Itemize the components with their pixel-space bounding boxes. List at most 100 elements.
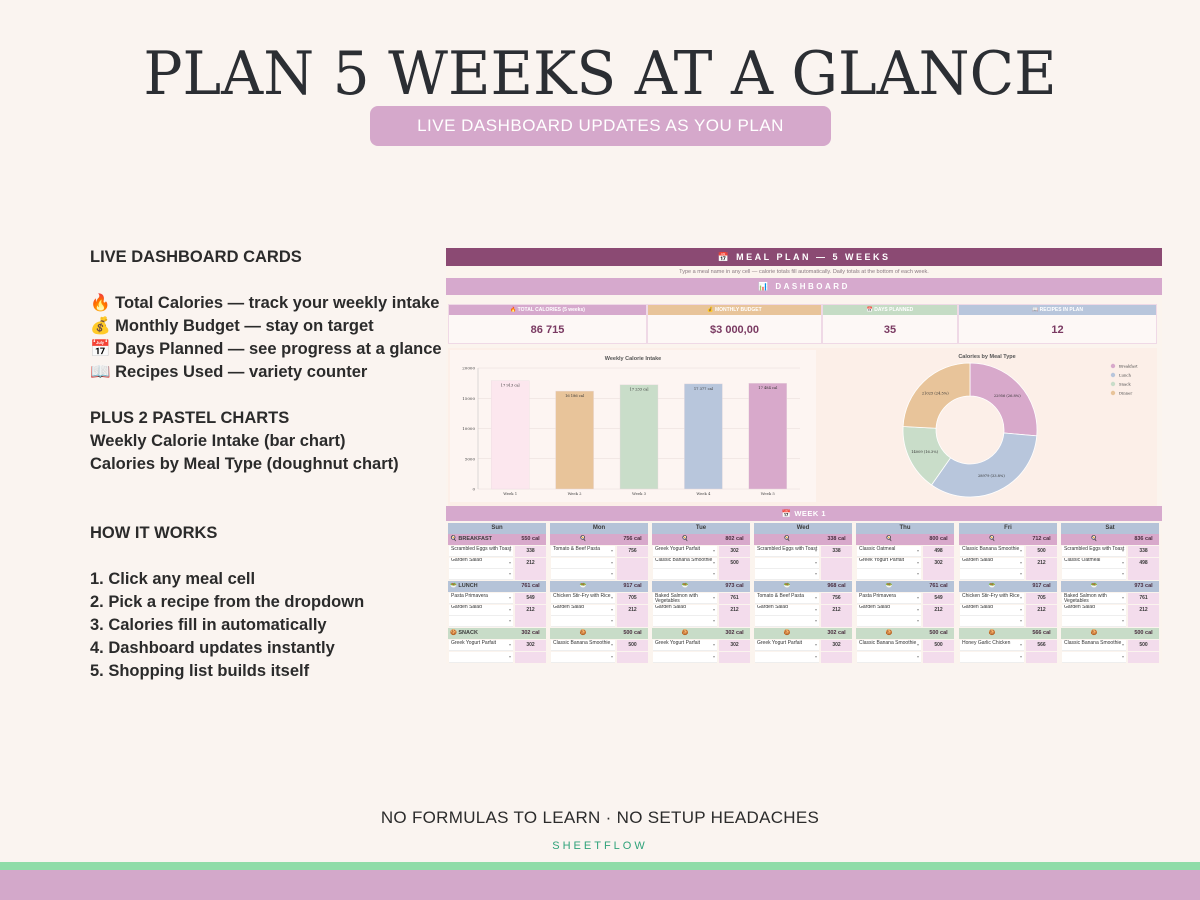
meal-dropdown[interactable] bbox=[755, 651, 819, 663]
meal-dropdown[interactable] bbox=[755, 616, 819, 627]
meal-dropdown[interactable] bbox=[857, 569, 921, 580]
meal-row[interactable]: Garden Salad212 bbox=[652, 604, 750, 616]
meal-dropdown[interactable]: Classic Oatmeal bbox=[1062, 557, 1126, 569]
meal-dropdown[interactable]: Chicken Stir-Fry with Rice bbox=[960, 593, 1024, 604]
meal-dropdown[interactable] bbox=[960, 651, 1024, 663]
meal-dropdown[interactable]: Greek Yogurt Parfait bbox=[653, 546, 717, 557]
meal-row[interactable] bbox=[448, 569, 546, 580]
meal-dropdown[interactable]: Garden Salad bbox=[960, 557, 1024, 569]
meal-dropdown[interactable] bbox=[755, 569, 819, 580]
meal-row[interactable]: Garden Salad212 bbox=[959, 557, 1057, 569]
meal-row[interactable]: Scrambled Eggs with Toast338 bbox=[448, 546, 546, 557]
meal-row[interactable]: Pasta Primavera549 bbox=[856, 593, 954, 604]
meal-row[interactable] bbox=[754, 616, 852, 627]
meal-row[interactable] bbox=[550, 651, 648, 663]
meal-dropdown[interactable]: Garden Salad bbox=[755, 604, 819, 616]
meal-dropdown[interactable]: Baked Salmon with Vegetables bbox=[653, 593, 717, 604]
meal-row[interactable]: Chicken Stir-Fry with Rice705 bbox=[550, 593, 648, 604]
meal-row[interactable]: Honey Garlic Chicken566 bbox=[959, 640, 1057, 651]
meal-row[interactable] bbox=[754, 569, 852, 580]
meal-dropdown[interactable] bbox=[857, 616, 921, 627]
meal-row[interactable] bbox=[652, 616, 750, 627]
meal-dropdown[interactable]: Classic Banana Smoothie bbox=[653, 557, 717, 569]
meal-row[interactable] bbox=[1061, 651, 1159, 663]
meal-dropdown[interactable] bbox=[449, 616, 513, 627]
meal-row[interactable]: Classic Banana Smoothie500 bbox=[1061, 640, 1159, 651]
meal-row[interactable]: Garden Salad212 bbox=[448, 557, 546, 569]
meal-row[interactable] bbox=[959, 569, 1057, 580]
meal-dropdown[interactable] bbox=[1062, 569, 1126, 580]
meal-row[interactable]: Garden Salad212 bbox=[959, 604, 1057, 616]
meal-dropdown[interactable]: Garden Salad bbox=[960, 604, 1024, 616]
meal-row[interactable] bbox=[959, 651, 1057, 663]
meal-row[interactable] bbox=[1061, 616, 1159, 627]
meal-dropdown[interactable]: Greek Yogurt Parfait bbox=[755, 640, 819, 651]
meal-row[interactable]: Baked Salmon with Vegetables761 bbox=[1061, 593, 1159, 604]
meal-dropdown[interactable]: Greek Yogurt Parfait bbox=[857, 557, 921, 569]
meal-row[interactable]: Garden Salad212 bbox=[448, 604, 546, 616]
meal-row[interactable]: Greek Yogurt Parfait302 bbox=[652, 640, 750, 651]
meal-row[interactable] bbox=[550, 557, 648, 569]
meal-row[interactable]: Classic Banana Smoothie500 bbox=[652, 557, 750, 569]
meal-row[interactable]: Tomato & Beef Pasta756 bbox=[550, 546, 648, 557]
meal-dropdown[interactable]: Classic Oatmeal bbox=[857, 546, 921, 557]
meal-dropdown[interactable] bbox=[653, 616, 717, 627]
meal-dropdown[interactable]: Garden Salad bbox=[551, 604, 615, 616]
meal-dropdown[interactable]: Pasta Primavera bbox=[857, 593, 921, 604]
meal-dropdown[interactable]: Tomato & Beef Pasta bbox=[755, 593, 819, 604]
meal-dropdown[interactable] bbox=[551, 569, 615, 580]
meal-row[interactable] bbox=[550, 616, 648, 627]
meal-dropdown[interactable] bbox=[653, 651, 717, 663]
meal-dropdown[interactable]: Greek Yogurt Parfait bbox=[449, 640, 513, 651]
meal-dropdown[interactable]: Garden Salad bbox=[857, 604, 921, 616]
meal-dropdown[interactable]: Greek Yogurt Parfait bbox=[653, 640, 717, 651]
meal-row[interactable]: Greek Yogurt Parfait302 bbox=[652, 546, 750, 557]
meal-row[interactable]: Baked Salmon with Vegetables761 bbox=[652, 593, 750, 604]
meal-row[interactable] bbox=[550, 569, 648, 580]
meal-row[interactable]: Scrambled Eggs with Toast338 bbox=[1061, 546, 1159, 557]
meal-row[interactable]: Greek Yogurt Parfait302 bbox=[754, 640, 852, 651]
meal-dropdown[interactable] bbox=[960, 616, 1024, 627]
meal-row[interactable] bbox=[754, 651, 852, 663]
meal-row[interactable] bbox=[448, 616, 546, 627]
meal-dropdown[interactable] bbox=[1062, 616, 1126, 627]
meal-dropdown[interactable]: Baked Salmon with Vegetables bbox=[1062, 593, 1126, 604]
meal-row[interactable] bbox=[856, 616, 954, 627]
meal-row[interactable]: Classic Banana Smoothie500 bbox=[959, 546, 1057, 557]
meal-dropdown[interactable]: Garden Salad bbox=[653, 604, 717, 616]
meal-row[interactable] bbox=[652, 569, 750, 580]
meal-row[interactable]: Garden Salad212 bbox=[550, 604, 648, 616]
meal-row[interactable]: Chicken Stir-Fry with Rice705 bbox=[959, 593, 1057, 604]
meal-dropdown[interactable] bbox=[857, 651, 921, 663]
meal-dropdown[interactable]: Honey Garlic Chicken bbox=[960, 640, 1024, 651]
meal-dropdown[interactable] bbox=[551, 651, 615, 663]
meal-row[interactable]: Classic Banana Smoothie500 bbox=[550, 640, 648, 651]
meal-row[interactable]: Scrambled Eggs with Toast338 bbox=[754, 546, 852, 557]
meal-dropdown[interactable]: Chicken Stir-Fry with Rice bbox=[551, 593, 615, 604]
meal-dropdown[interactable]: Classic Banana Smoothie bbox=[960, 546, 1024, 557]
meal-row[interactable] bbox=[652, 651, 750, 663]
meal-row[interactable]: Tomato & Beef Pasta756 bbox=[754, 593, 852, 604]
meal-dropdown[interactable]: Classic Banana Smoothie bbox=[1062, 640, 1126, 651]
meal-row[interactable]: Pasta Primavera549 bbox=[448, 593, 546, 604]
meal-dropdown[interactable] bbox=[551, 557, 615, 569]
meal-row[interactable]: Greek Yogurt Parfait302 bbox=[856, 557, 954, 569]
meal-row[interactable] bbox=[856, 651, 954, 663]
meal-row[interactable] bbox=[1061, 569, 1159, 580]
meal-dropdown[interactable] bbox=[551, 616, 615, 627]
meal-row[interactable]: Garden Salad212 bbox=[754, 604, 852, 616]
meal-dropdown[interactable]: Garden Salad bbox=[1062, 604, 1126, 616]
meal-row[interactable]: Classic Oatmeal498 bbox=[856, 546, 954, 557]
meal-dropdown[interactable] bbox=[449, 651, 513, 663]
meal-row[interactable]: Classic Oatmeal498 bbox=[1061, 557, 1159, 569]
meal-dropdown[interactable]: Scrambled Eggs with Toast bbox=[755, 546, 819, 557]
meal-dropdown[interactable]: Garden Salad bbox=[449, 604, 513, 616]
meal-row[interactable]: Classic Banana Smoothie500 bbox=[856, 640, 954, 651]
meal-dropdown[interactable] bbox=[653, 569, 717, 580]
meal-row[interactable] bbox=[754, 557, 852, 569]
meal-dropdown[interactable]: Scrambled Eggs with Toast bbox=[449, 546, 513, 557]
meal-row[interactable] bbox=[448, 651, 546, 663]
meal-dropdown[interactable]: Pasta Primavera bbox=[449, 593, 513, 604]
meal-dropdown[interactable] bbox=[960, 569, 1024, 580]
meal-row[interactable] bbox=[856, 569, 954, 580]
